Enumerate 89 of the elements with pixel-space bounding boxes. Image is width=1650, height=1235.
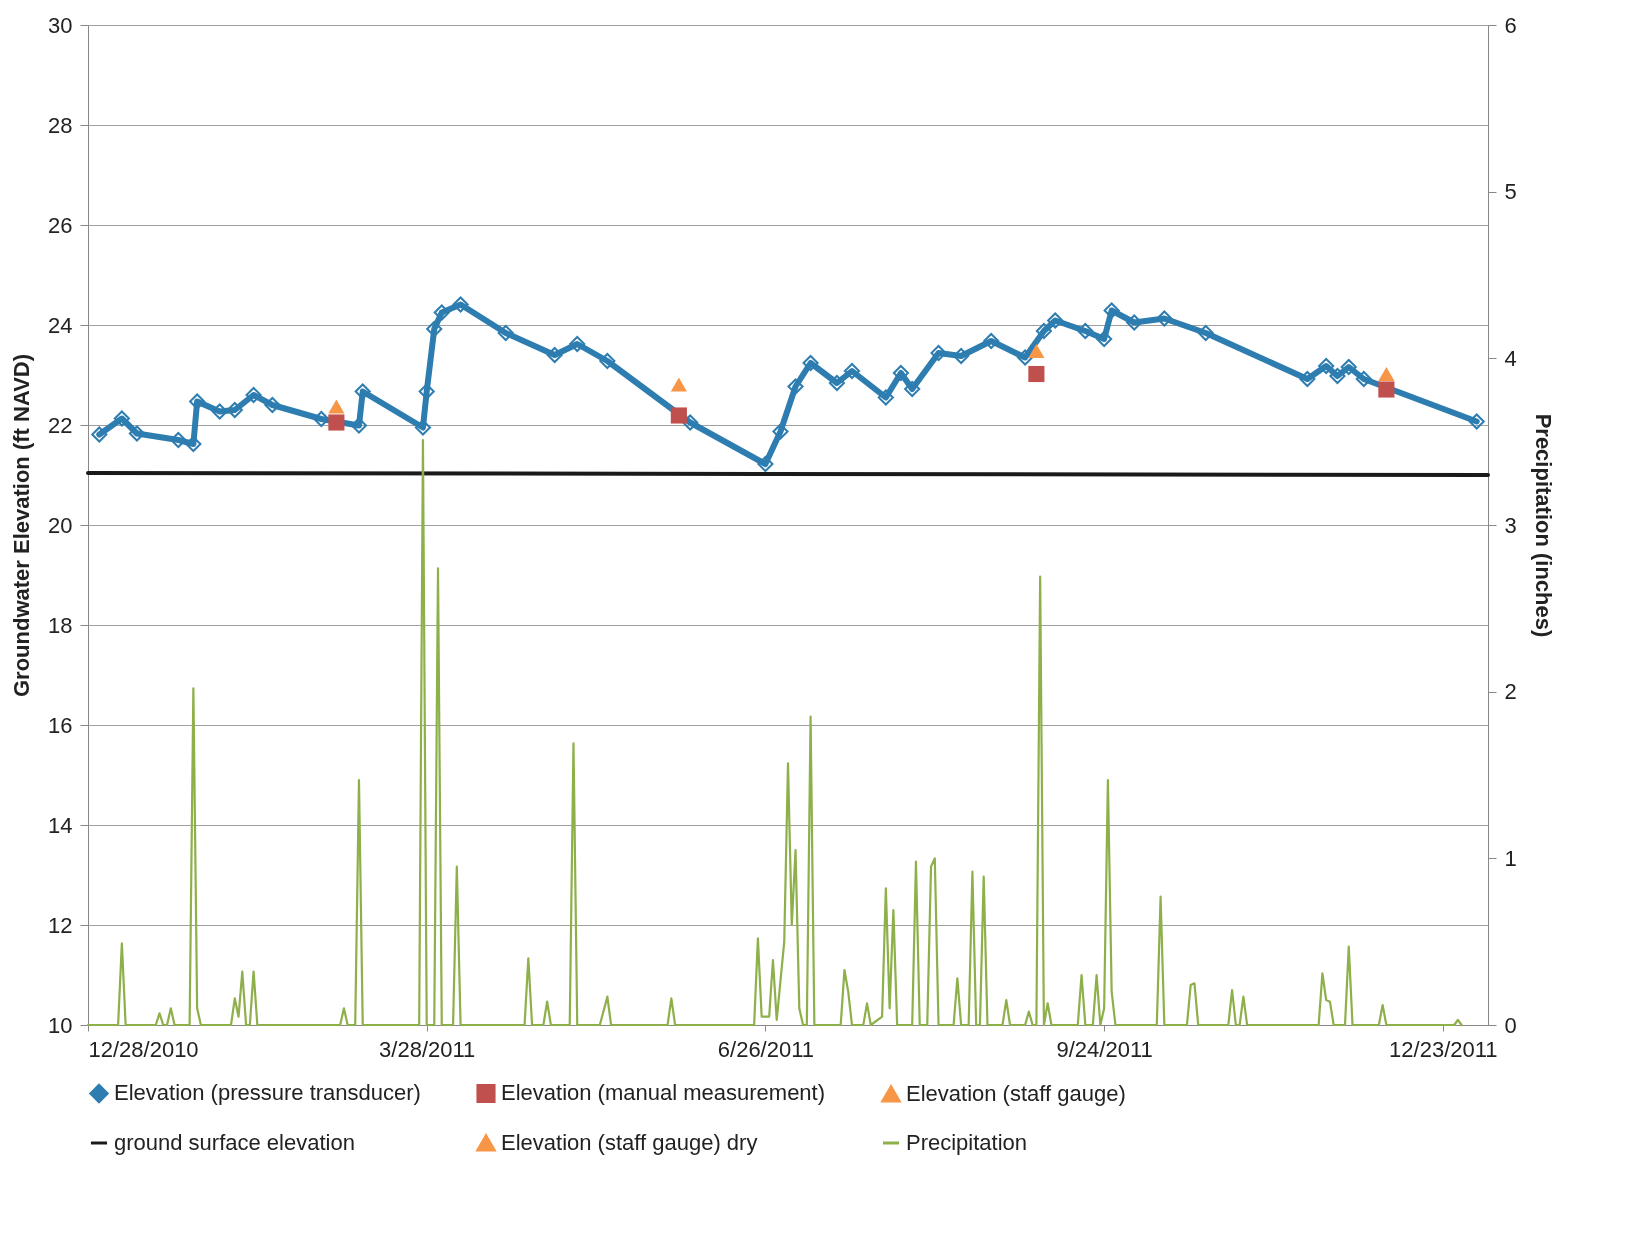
point <box>426 320 443 338</box>
point <box>802 354 819 372</box>
point <box>1197 324 1214 342</box>
legend-label: Elevation (staff gauge) dry <box>501 1130 758 1155</box>
point <box>1378 367 1395 381</box>
point <box>350 417 368 434</box>
point <box>1468 413 1485 430</box>
point <box>1028 365 1045 383</box>
point <box>670 407 687 424</box>
y-tick-label: 10 <box>48 1012 73 1038</box>
point <box>953 347 970 365</box>
point <box>433 304 450 321</box>
point <box>1378 381 1395 398</box>
y2-tick-label: 4 <box>1504 345 1517 371</box>
point <box>91 426 108 443</box>
point <box>1028 344 1045 358</box>
x-tick-label: 12/28/2010 <box>88 1036 199 1062</box>
x-tick-label: 6/26/2011 <box>717 1036 815 1062</box>
point <box>245 386 262 404</box>
y-tick-label: 12 <box>48 912 73 938</box>
point <box>128 425 145 442</box>
x-tick-label: 3/28/2011 <box>379 1036 476 1062</box>
point <box>787 378 804 395</box>
legend-label: ground surface elevation <box>114 1130 355 1155</box>
point <box>1035 322 1052 340</box>
x-tick-label: 9/24/2011 <box>1056 1036 1153 1062</box>
point <box>328 399 345 414</box>
y-tick-label: 22 <box>48 412 73 438</box>
point <box>414 419 432 436</box>
y2-tick-label: 2 <box>1504 679 1517 705</box>
y-tick-label: 14 <box>48 812 73 838</box>
point <box>569 335 586 353</box>
point <box>497 324 514 342</box>
point <box>264 396 281 414</box>
x-tick-label: 12/23/2011 <box>1389 1036 1498 1062</box>
point <box>828 374 845 392</box>
y2-axis-title: Precipitation (inches) <box>1530 413 1556 638</box>
legend-label: Precipitation <box>906 1130 1028 1155</box>
point <box>843 362 861 380</box>
point <box>904 380 921 398</box>
point <box>1017 349 1034 366</box>
point <box>418 383 435 400</box>
point <box>1340 358 1357 376</box>
point <box>1318 357 1335 375</box>
point <box>1126 314 1143 331</box>
point <box>170 431 187 449</box>
legend-label: Elevation (manual measurement) <box>501 1080 826 1106</box>
legend-label: Elevation (staff gauge) <box>906 1081 1126 1107</box>
point <box>772 423 789 440</box>
point <box>546 346 563 364</box>
y-tick-label: 18 <box>48 612 73 638</box>
y-axis-title: Groundwater Elevation (ft NAVD) <box>9 353 35 698</box>
y-tick-label: 30 <box>48 12 73 38</box>
point <box>1047 312 1064 329</box>
point <box>1096 330 1113 348</box>
point <box>877 389 894 406</box>
point <box>757 455 774 473</box>
point <box>892 364 909 382</box>
point <box>113 410 130 427</box>
y2-tick-label: 0 <box>1504 1012 1517 1038</box>
point <box>1077 322 1094 340</box>
y2-tick-label: 1 <box>1504 845 1517 871</box>
point <box>313 410 330 428</box>
line-series <box>86 438 1463 1027</box>
point <box>983 332 1000 350</box>
point <box>1156 310 1173 327</box>
point <box>189 393 206 410</box>
y2-tick-label: 6 <box>1504 12 1517 38</box>
y-tick-label: 20 <box>48 512 73 538</box>
point <box>670 377 687 392</box>
y-tick-label: 28 <box>48 112 73 138</box>
y2-tick-label: 5 <box>1504 179 1517 205</box>
y2-tick-label: 3 <box>1504 512 1517 538</box>
y-tick-label: 24 <box>48 312 73 338</box>
point <box>1103 302 1120 319</box>
y-tick-label: 26 <box>48 212 73 238</box>
point <box>328 414 345 431</box>
y-tick-label: 16 <box>48 712 73 738</box>
point <box>1355 370 1372 388</box>
point <box>354 383 371 400</box>
point <box>1329 367 1346 385</box>
point <box>226 401 243 419</box>
point <box>452 296 469 313</box>
point <box>1299 370 1316 388</box>
point <box>930 344 947 362</box>
legend-label: Elevation (pressure transducer) <box>114 1080 421 1106</box>
point <box>599 352 616 370</box>
point <box>211 403 228 420</box>
point <box>682 414 699 431</box>
